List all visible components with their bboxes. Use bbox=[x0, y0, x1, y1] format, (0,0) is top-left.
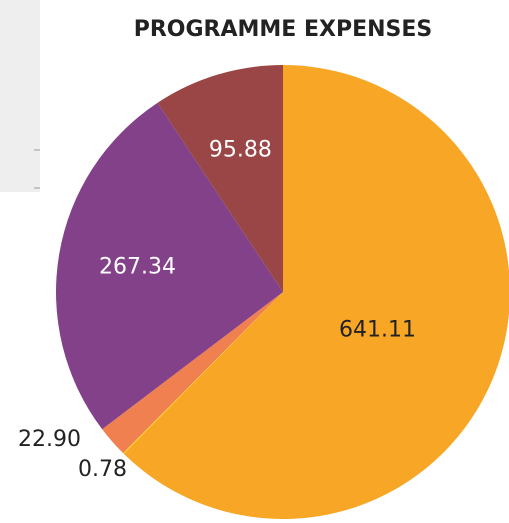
pie-slice bbox=[102, 292, 283, 454]
data-label: 267.34 bbox=[99, 254, 176, 279]
data-label: 22.90 bbox=[18, 427, 81, 452]
side-panel bbox=[0, 0, 40, 192]
pie-slice bbox=[55, 102, 283, 430]
pie-slice bbox=[123, 65, 509, 519]
pie-slice bbox=[123, 292, 284, 454]
pie-slice bbox=[157, 65, 283, 292]
data-label: 0.78 bbox=[78, 457, 127, 482]
data-label: 641.11 bbox=[339, 318, 416, 343]
chart-title: PROGRAMME EXPENSES bbox=[134, 17, 433, 42]
data-label: 95.88 bbox=[209, 138, 272, 163]
